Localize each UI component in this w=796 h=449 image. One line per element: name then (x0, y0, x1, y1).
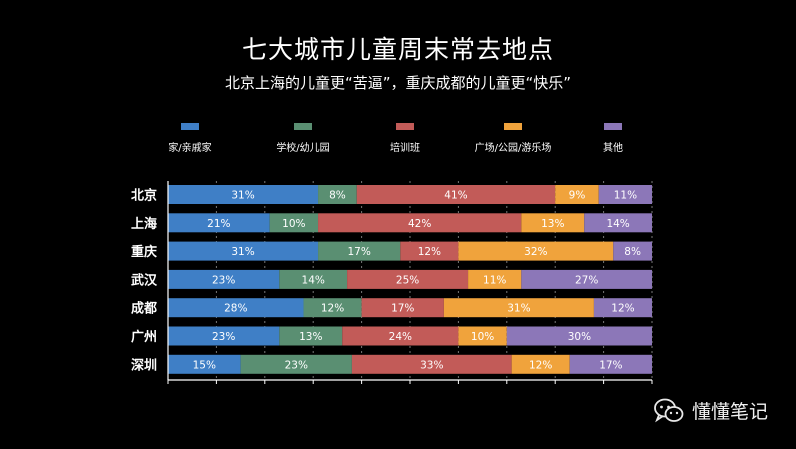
legend-label: 培训班 (390, 141, 420, 154)
data-label: 12% (418, 246, 441, 258)
bar-segment (356, 185, 556, 204)
bar-segment (351, 354, 512, 374)
data-label: 14% (606, 218, 629, 230)
data-label: 28% (224, 303, 247, 315)
bar-segment (168, 185, 319, 204)
data-label: 23% (285, 359, 308, 371)
bar-segment (613, 241, 652, 261)
bar-segment (168, 326, 280, 346)
legend-label: 广场/公园/游乐场 (475, 141, 552, 154)
data-label: 33% (420, 359, 443, 371)
data-label: 13% (299, 331, 322, 343)
wechat-icon (654, 398, 684, 422)
data-label: 12% (321, 303, 344, 315)
bar-segment (240, 354, 352, 374)
bar-segment (511, 354, 570, 374)
bar-segment (168, 213, 270, 233)
data-label: 12% (529, 359, 552, 371)
data-label: 25% (396, 274, 419, 286)
bar-segment (303, 298, 362, 318)
data-label: 11% (483, 274, 506, 286)
bar-segment (458, 241, 614, 261)
data-label: 8% (624, 246, 641, 258)
bar-segment (468, 269, 522, 289)
bar-segment (168, 269, 280, 289)
bar-segment (569, 354, 652, 374)
data-label: 21% (207, 218, 230, 230)
data-label: 11% (614, 190, 637, 202)
data-label: 17% (348, 246, 371, 258)
data-label: 42% (408, 218, 431, 230)
legend-label: 其他 (603, 141, 623, 154)
data-label: 24% (389, 331, 412, 343)
category-label: 深圳 (131, 357, 157, 373)
data-label: 27% (575, 274, 598, 286)
bar-segment (318, 241, 401, 261)
bar-segment (279, 269, 348, 289)
data-label: 10% (282, 218, 305, 230)
data-label: 41% (444, 190, 467, 202)
bar-segment (458, 326, 507, 346)
bar-segment (168, 298, 304, 318)
bar-segment (318, 185, 357, 204)
data-label: 31% (231, 190, 254, 202)
bar-segment (318, 213, 522, 233)
data-label: 23% (212, 331, 235, 343)
data-label: 14% (302, 274, 325, 286)
legend-swatch (181, 123, 199, 130)
bar-segment (555, 185, 599, 204)
legend-swatch (604, 123, 622, 130)
bar-segment (506, 326, 652, 346)
data-label: 17% (599, 359, 622, 371)
bar-segment (598, 185, 652, 204)
category-label: 重庆 (131, 244, 157, 260)
bar-segment (400, 241, 459, 261)
data-label: 23% (212, 274, 235, 286)
bar-segment (347, 269, 469, 289)
watermark: 懂懂笔记 (654, 397, 768, 424)
legend-label: 学校/幼儿园 (276, 141, 329, 154)
data-label: 13% (541, 218, 564, 230)
category-label: 上海 (131, 216, 157, 232)
data-label: 31% (231, 246, 254, 258)
bar-segment (584, 213, 652, 233)
category-label: 成都 (131, 301, 157, 317)
bar-segment (521, 269, 652, 289)
bar-segment (342, 326, 459, 346)
data-label: 30% (568, 331, 591, 343)
data-label: 8% (329, 190, 346, 202)
data-label: 10% (471, 331, 494, 343)
data-label: 17% (391, 303, 414, 315)
bar-segment (521, 213, 585, 233)
chart-subtitle: 北京上海的儿童更“苦逼”，重庆成都的儿童更“快乐” (224, 74, 572, 92)
bar-segment (168, 241, 319, 261)
bar-segment (443, 298, 594, 318)
legend-swatch (504, 123, 522, 130)
data-label: 32% (524, 246, 547, 258)
bar-segment (361, 298, 444, 318)
chart-title: 七大城市儿童周末常去地点 (241, 35, 554, 64)
watermark-text: 懂懂笔记 (691, 401, 768, 423)
category-label: 北京 (131, 188, 157, 204)
category-label: 广州 (131, 329, 157, 345)
bar-segment (269, 213, 319, 233)
data-label: 12% (611, 303, 634, 315)
data-label: 9% (569, 190, 586, 202)
data-label: 31% (507, 303, 530, 315)
legend-swatch (294, 123, 312, 130)
bar-segment (168, 354, 241, 374)
bar-segment (593, 298, 652, 318)
data-label: 15% (193, 359, 216, 371)
legend-label: 家/亲戚家 (168, 141, 211, 154)
bar-segment (279, 326, 343, 346)
category-label: 武汉 (131, 272, 158, 288)
legend-swatch (396, 123, 414, 130)
